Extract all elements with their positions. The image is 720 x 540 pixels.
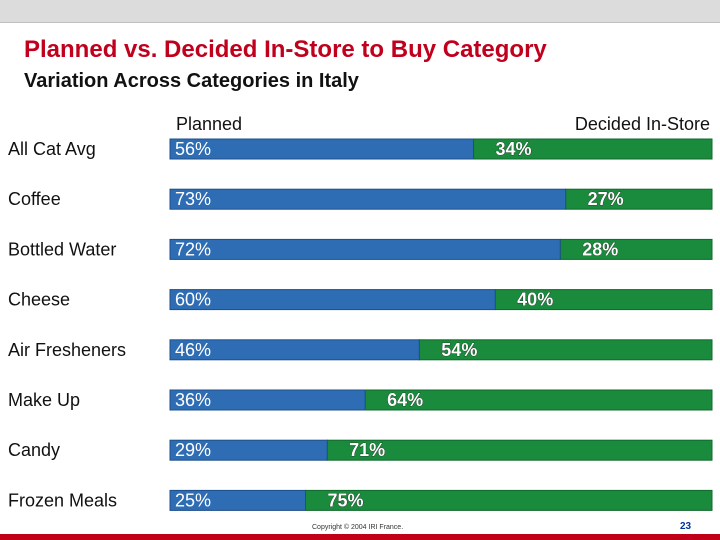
category-label: Coffee [8,189,61,209]
data-label-planned: 73% [175,189,211,209]
category-label: Make Up [8,390,80,410]
category-label: All Cat Avg [8,139,96,159]
category-label: Bottled Water [8,239,116,259]
data-label-planned: 25% [175,490,211,510]
bar-planned [169,138,475,160]
bar-planned [169,238,561,260]
data-label-planned: 56% [175,139,211,159]
bar-planned [169,188,567,210]
title-divider [0,22,720,23]
bar-planned [169,439,328,461]
data-label-decided-in-store: 71% [349,440,385,460]
legend-decided-in-store: Decided In-Store [574,114,710,134]
bar-planned [169,389,366,411]
data-label-decided-in-store: 54% [441,340,477,360]
legend-planned: Planned [176,114,243,134]
bar-planned [169,339,420,361]
page-number: 23 [680,521,692,532]
data-label-decided-in-store: 40% [517,290,553,310]
data-label-decided-in-store: 34% [496,139,532,159]
slide-subtitle: Variation Across Categories in Italy [24,70,359,92]
data-label-planned: 46% [175,340,211,360]
bar-planned [169,289,496,311]
data-label-planned: 72% [175,239,211,259]
bar-planned [169,489,306,511]
data-label-planned: 60% [175,290,211,310]
copyright-text: Copyright © 2004 IRI France. [312,524,404,531]
bar-decided-in-store [305,489,713,511]
data-label-decided-in-store: 27% [588,189,624,209]
slide-title: Planned vs. Decided In-Store to Buy Cate… [24,36,547,63]
category-label: Frozen Meals [8,490,117,510]
category-label: Candy [8,440,60,460]
footer-bar [0,534,720,540]
top-strip [0,0,720,22]
category-label: Cheese [8,290,70,310]
data-label-decided-in-store: 75% [327,490,363,510]
data-label-decided-in-store: 64% [387,390,423,410]
data-label-planned: 29% [175,440,211,460]
data-label-planned: 36% [175,390,211,410]
category-label: Air Fresheners [8,340,126,360]
data-label-decided-in-store: 28% [582,239,618,259]
